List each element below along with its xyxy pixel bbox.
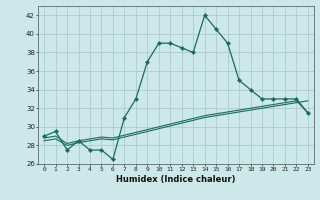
X-axis label: Humidex (Indice chaleur): Humidex (Indice chaleur) <box>116 175 236 184</box>
